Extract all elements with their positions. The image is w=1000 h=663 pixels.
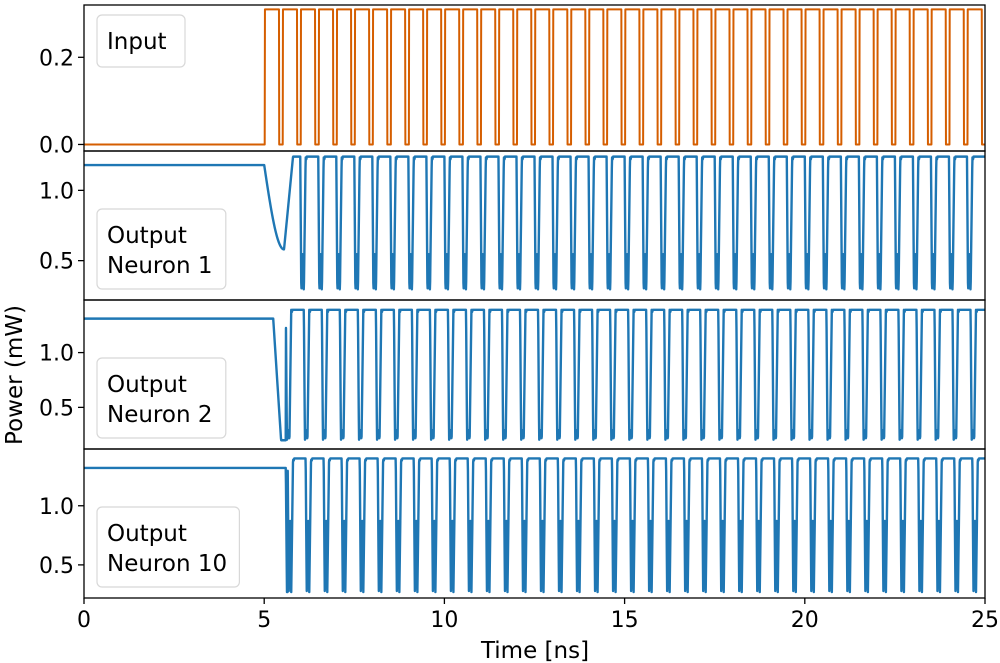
- series-line-input: [83, 8, 986, 146]
- legend-neuron1: Output Neuron 1: [96, 208, 227, 290]
- legend-label: Output: [107, 372, 187, 398]
- y-tick-label: 1.0: [39, 179, 74, 204]
- legend-neuron10: Output Neuron 10: [96, 506, 240, 588]
- legend-box: [96, 208, 227, 290]
- y-tick-label: 1.0: [39, 342, 74, 367]
- legend-box: [96, 14, 186, 68]
- legend-label: Output: [107, 223, 187, 249]
- x-tick-label: 0: [77, 608, 91, 633]
- legend-label: Input: [107, 29, 167, 55]
- series-line-neuron2: [83, 308, 986, 442]
- series-line-neuron1: [83, 155, 986, 291]
- y-tick-label: 0.0: [39, 133, 74, 158]
- x-axis-title: Time [ns]: [480, 638, 589, 663]
- legend-label: Neuron 2: [107, 402, 212, 428]
- legend-neuron2: Output Neuron 2: [96, 357, 227, 439]
- y-tick-label: 0.2: [39, 46, 74, 71]
- panel-neuron10: 0.5 1.0 Output Neuron 10: [39, 448, 986, 599]
- x-tick-label: 15: [611, 608, 639, 633]
- y-tick-label: 1.0: [39, 495, 74, 520]
- y-tick-label: 0.5: [39, 250, 74, 275]
- x-tick-label: 5: [257, 608, 271, 633]
- x-tick-label: 20: [791, 608, 819, 633]
- panels: 0.0 0.2 Input 0.5 1.0 Output Neuron 1 0.5 1.0 Out…: [39, 4, 986, 599]
- panel-neuron1: 0.5 1.0 Output Neuron 1: [39, 150, 986, 301]
- y-axis-title: Power (mW): [2, 305, 28, 445]
- x-axis: 0 5 10 15 20 25: [77, 598, 999, 633]
- x-tick-label: 25: [971, 608, 999, 633]
- panel-input: 0.0 0.2 Input: [39, 4, 986, 158]
- panel-frame: [83, 448, 986, 599]
- x-tick-label: 10: [430, 608, 458, 633]
- legend-label: Neuron 10: [107, 551, 227, 577]
- legend-input: Input: [96, 14, 186, 68]
- y-tick-label: 0.5: [39, 396, 74, 421]
- legend-box: [96, 506, 240, 588]
- legend-label: Output: [107, 521, 187, 547]
- legend-label: Neuron 1: [107, 253, 212, 279]
- panel-neuron2: 0.5 1.0 Output Neuron 2: [39, 299, 986, 450]
- y-tick-label: 0.5: [39, 554, 74, 579]
- legend-box: [96, 357, 227, 439]
- series-line-neuron10: [83, 457, 986, 594]
